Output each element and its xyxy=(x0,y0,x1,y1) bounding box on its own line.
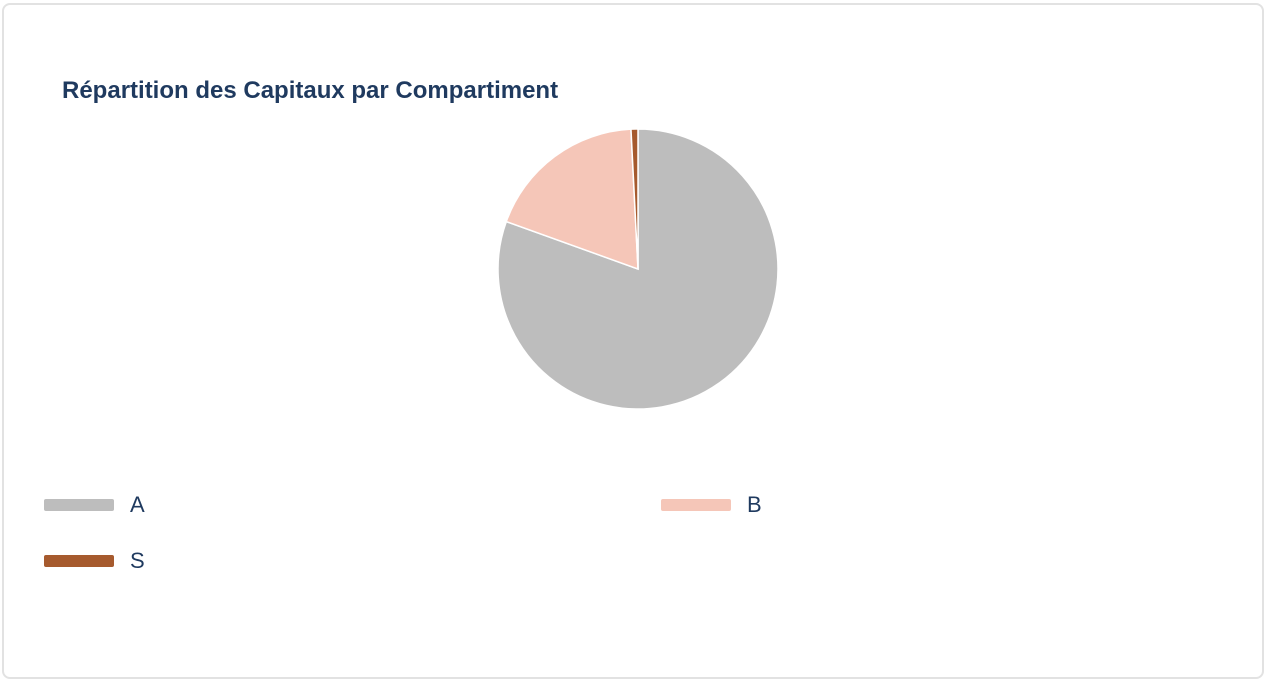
pie-slice-a[interactable] xyxy=(497,128,779,410)
legend-label: B xyxy=(747,492,762,517)
legend-label: S xyxy=(130,548,145,573)
legend-swatch xyxy=(661,499,731,511)
legend-item-a[interactable]: A xyxy=(44,485,145,525)
chart-card: Répartition des Capitaux par Compartimen… xyxy=(2,3,1264,679)
legend-swatch xyxy=(44,499,114,511)
chart-title: Répartition des Capitaux par Compartimen… xyxy=(62,77,559,104)
legend: A B S xyxy=(44,485,1244,595)
pie-chart xyxy=(497,128,779,410)
legend-swatch xyxy=(44,555,114,567)
legend-label: A xyxy=(130,492,145,517)
legend-item-s[interactable]: S xyxy=(44,541,145,581)
pie-slice-s[interactable] xyxy=(630,128,639,270)
pie-slice-b[interactable] xyxy=(505,128,639,271)
legend-item-b[interactable]: B xyxy=(661,485,762,525)
